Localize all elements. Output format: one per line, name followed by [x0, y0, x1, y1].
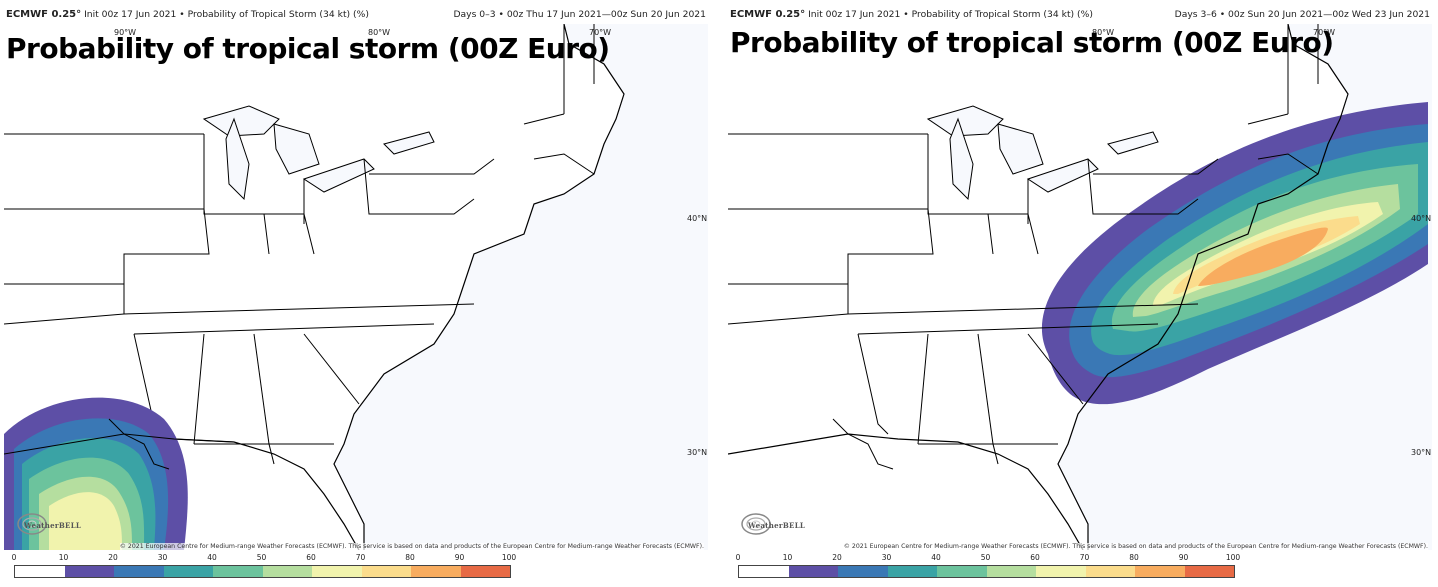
panel-header: ECMWF 0.25° Init 00z 17 Jun 2021 • Proba… — [6, 9, 706, 23]
lat-label-30n: 30°N — [1411, 448, 1432, 457]
state-borders — [4, 24, 595, 465]
colorbar-segment — [411, 566, 461, 577]
lat-label-30n: 30°N — [687, 448, 708, 457]
copyright-notice: © 2021 European Centre for Medium-range … — [119, 543, 704, 550]
atlantic-coastline — [333, 24, 625, 550]
panel-header: ECMWF 0.25° Init 00z 17 Jun 2021 • Proba… — [730, 9, 1430, 23]
colorbar-tick: 20 — [108, 553, 118, 562]
colorbar-segment — [312, 566, 362, 577]
forecast-panel-days-3-6: ECMWF 0.25° Init 00z 17 Jun 2021 • Proba… — [728, 0, 1432, 587]
colorbar-segment — [1036, 566, 1086, 577]
colorbar-tick: 80 — [1129, 553, 1139, 562]
colorbar-segment — [15, 566, 65, 577]
colorbar-segment — [937, 566, 987, 577]
colorbar — [738, 565, 1235, 578]
lake-huron — [273, 123, 320, 175]
lon-label-70w: 70°W — [1313, 28, 1336, 37]
colorbar-tick: 20 — [832, 553, 842, 562]
probability-map: 90°W 80°W 70°W 40°N 30°N — [4, 24, 708, 550]
lat-label-40n: 40°N — [1411, 214, 1432, 223]
colorbar-tick: 40 — [931, 553, 941, 562]
colorbar-tick: 40 — [207, 553, 217, 562]
copyright-notice: © 2021 European Centre for Medium-range … — [843, 543, 1428, 550]
logo-text: WeatherBELL — [24, 521, 82, 530]
colorbar-tick: 0 — [735, 553, 741, 562]
lake-michigan — [949, 117, 974, 201]
logo-swirl-icon — [17, 513, 47, 535]
lake-ontario — [383, 131, 435, 155]
colorbar-segment — [838, 566, 888, 577]
logo-text: WeatherBELL — [748, 521, 806, 530]
model-label: ECMWF 0.25° — [730, 9, 806, 20]
lat-label-40n: 40°N — [687, 214, 708, 223]
colorbar-segment — [361, 566, 411, 577]
lon-label-80w: 80°W — [1092, 28, 1115, 37]
colorbar-tick: 10 — [782, 553, 793, 562]
lake-erie — [1026, 158, 1099, 193]
colorbar-segment — [887, 566, 937, 577]
colorbar-tick: 90 — [454, 553, 465, 562]
lon-label-70w: 70°W — [589, 28, 612, 37]
colorbar-segment — [213, 566, 263, 577]
model-label: ECMWF 0.25° — [6, 9, 82, 20]
lake-ontario — [1107, 131, 1159, 155]
lake-superior — [926, 105, 1004, 137]
valid-range-label: Days 0–3 • 00z Thu 17 Jun 2021—00z Sun 2… — [453, 9, 706, 20]
colorbar-segment — [64, 566, 114, 577]
lon-label-90w: 90°W — [114, 28, 137, 37]
colorbar — [14, 565, 511, 578]
colorbar-tick: 30 — [157, 553, 168, 562]
atlantic-coastline — [1057, 24, 1349, 550]
colorbar-segment — [788, 566, 838, 577]
overlay-title: Probability of tropical storm (00Z Euro) — [730, 26, 1334, 59]
colorbar-tick: 60 — [1030, 553, 1040, 562]
colorbar-tick: 70 — [355, 553, 366, 562]
colorbar-segment — [1085, 566, 1135, 577]
map-canvas — [4, 24, 708, 550]
weatherbell-logo: WeatherBELL — [738, 507, 805, 541]
colorbar-tick: 50 — [256, 553, 267, 562]
colorbar-ticks: 0 10 20 30 40 50 60 70 80 90 100 — [11, 553, 517, 563]
colorbar-segment — [114, 566, 164, 577]
colorbar-segment — [986, 566, 1036, 577]
colorbar-segment — [460, 566, 510, 577]
colorbar-segment — [262, 566, 312, 577]
lake-huron — [997, 123, 1044, 175]
colorbar-tick: 100 — [501, 553, 517, 562]
gulf-coastline — [728, 433, 1084, 550]
lake-erie — [302, 158, 375, 193]
valid-range-label: Days 3–6 • 00z Sun 20 Jun 2021—00z Wed 2… — [1174, 9, 1430, 20]
colorbar-tick: 60 — [306, 553, 316, 562]
init-label: Init 00z 17 Jun 2021 • Probability of Tr… — [808, 9, 1093, 20]
colorbar-tick: 90 — [1178, 553, 1189, 562]
colorbar-ticks: 0 10 20 30 40 50 60 70 80 90 100 — [735, 553, 1241, 563]
colorbar-tick: 30 — [881, 553, 892, 562]
init-label: Init 00z 17 Jun 2021 • Probability of Tr… — [84, 9, 369, 20]
colorbar-segment — [163, 566, 213, 577]
map-canvas — [728, 24, 1432, 550]
mississippi-delta — [108, 418, 170, 470]
weatherbell-logo: WeatherBELL — [14, 507, 81, 541]
lon-label-80w: 80°W — [368, 28, 391, 37]
colorbar-tick: 70 — [1079, 553, 1090, 562]
colorbar-segment — [1135, 566, 1185, 577]
colorbar-tick: 10 — [58, 553, 69, 562]
forecast-panel-days-0-3: ECMWF 0.25° Init 00z 17 Jun 2021 • Proba… — [4, 0, 708, 587]
colorbar-segment — [739, 566, 789, 577]
colorbar-tick: 100 — [1225, 553, 1241, 562]
probability-map: 80°W 70°W 40°N 30°N — [728, 24, 1432, 550]
state-borders — [728, 24, 1319, 465]
colorbar-tick: 0 — [11, 553, 17, 562]
overlay-title: Probability of tropical storm (00Z Euro) — [6, 32, 610, 65]
colorbar-segment — [1184, 566, 1234, 577]
logo-swirl-icon — [741, 513, 771, 535]
colorbar-tick: 50 — [980, 553, 991, 562]
colorbar-tick: 80 — [405, 553, 415, 562]
land-area — [728, 24, 1348, 550]
mississippi-delta — [832, 418, 894, 470]
probability-swath — [1041, 102, 1428, 405]
lake-superior — [202, 105, 280, 137]
lake-michigan — [225, 117, 250, 201]
